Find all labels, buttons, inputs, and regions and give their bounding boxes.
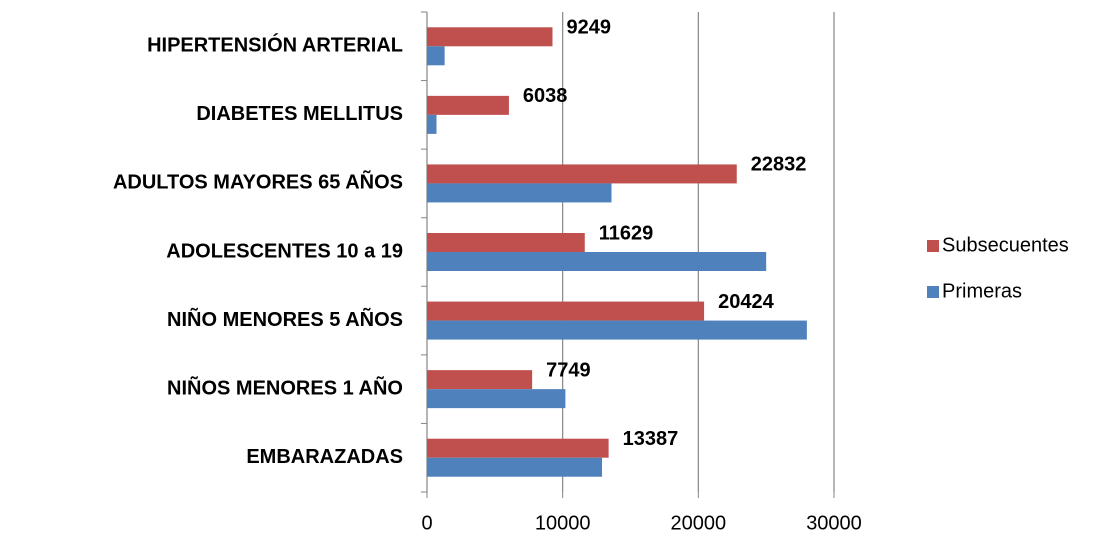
data-label: 9249 — [566, 17, 611, 39]
category-label: NIÑO MENORES 5 AÑOS — [167, 308, 403, 331]
category-label: ADOLESCENTES 10 a 19 — [166, 240, 403, 262]
bar — [427, 183, 612, 203]
x-tick-label: 20000 — [671, 512, 727, 534]
category-label: NIÑOS MENORES 1 AÑO — [167, 376, 403, 399]
bar — [427, 438, 609, 458]
category-label: ADULTOS MAYORES 65 AÑOS — [113, 171, 403, 194]
bar — [427, 46, 445, 66]
legend-swatch — [927, 286, 939, 298]
x-tick-label: 10000 — [535, 512, 591, 534]
legend-label: Subsecuentes — [942, 234, 1069, 256]
data-label: 22832 — [751, 154, 807, 176]
data-label: 6038 — [523, 85, 568, 107]
x-tick-label: 0 — [421, 512, 432, 534]
bar — [427, 457, 603, 477]
legend-swatch — [927, 240, 939, 252]
bar — [427, 164, 737, 184]
x-tick-label: 30000 — [806, 512, 862, 534]
bar — [427, 114, 437, 134]
data-label: 11629 — [599, 222, 654, 244]
category-label: DIABETES MELLITUS — [196, 103, 403, 125]
bar — [427, 320, 807, 340]
data-label: 7749 — [546, 359, 591, 381]
bar — [427, 301, 705, 321]
legend-label: Primeras — [942, 280, 1022, 302]
category-label: HIPERTENSIÓN ARTERIAL — [147, 33, 403, 57]
category-label: EMBARAZADAS — [246, 446, 403, 468]
data-label: 20424 — [718, 291, 774, 313]
bar — [427, 389, 566, 409]
bar — [427, 27, 553, 47]
bar — [427, 370, 533, 390]
bar — [427, 95, 509, 115]
data-label: 13387 — [623, 428, 679, 450]
bar — [427, 252, 767, 271]
bar — [427, 233, 585, 252]
